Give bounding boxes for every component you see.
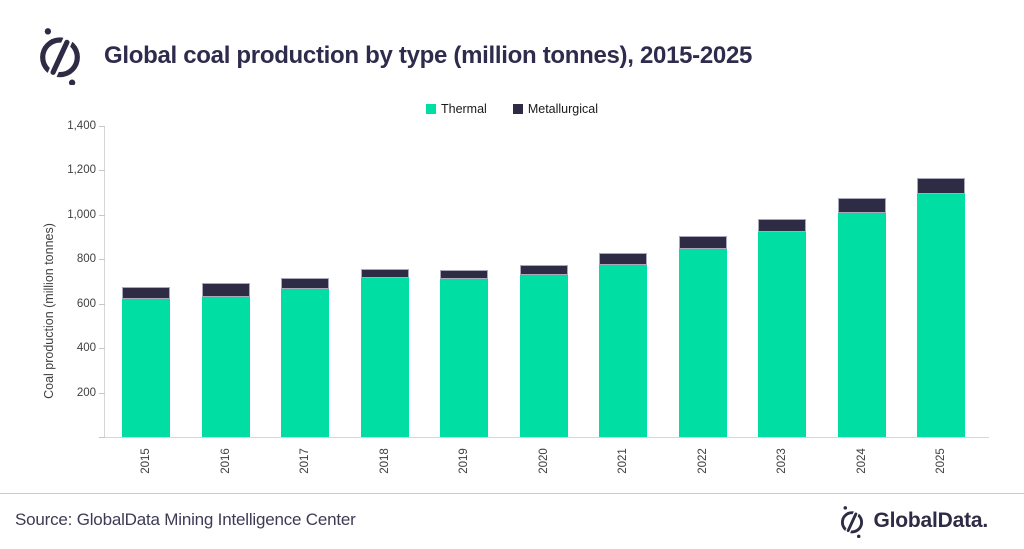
y-axis-tick	[99, 437, 105, 438]
x-axis-label-2015: 2015	[140, 447, 152, 474]
y-axis-tick-label: 600	[76, 297, 96, 310]
bar-segment-metallurgical-2015	[122, 287, 170, 299]
y-axis-tick-label: 1,200	[67, 164, 96, 177]
y-axis-tick	[99, 348, 105, 350]
bar-segment-thermal-2024	[837, 213, 886, 437]
bar-segment-metallurgical-2019	[440, 270, 488, 279]
bar-segment-metallurgical-2025	[917, 178, 965, 194]
y-axis-tick-label: 200	[76, 386, 96, 399]
bar-segment-thermal-2022	[678, 249, 727, 437]
x-axis-label-2022: 2022	[696, 447, 709, 474]
y-axis-tick-label: 400	[76, 342, 96, 355]
bar-segment-thermal-2019	[440, 279, 488, 437]
bar-segment-thermal-2016	[201, 297, 250, 437]
bar-segment-metallurgical-2023	[758, 219, 806, 232]
bar-segment-thermal-2018	[360, 278, 409, 437]
chart-plot-area: Coal production (million tonnes) 1,400 1,…	[42, 120, 989, 473]
x-axis-label-2021: 2021	[617, 447, 629, 474]
chart-legend: Thermal Metallurgical	[0, 100, 1024, 118]
globaldata-logo-icon	[40, 28, 80, 85]
legend-label: Metallurgical	[527, 102, 598, 116]
legend-swatch-metallurgical	[512, 104, 523, 114]
footer-divider	[0, 493, 1024, 494]
y-axis-tick	[99, 392, 105, 394]
bar-segment-metallurgical-2018	[360, 269, 409, 278]
x-axis-label-2024: 2024	[855, 447, 868, 474]
bar-segment-thermal-2021	[599, 265, 647, 437]
bar-segment-thermal-2023	[758, 232, 806, 437]
y-axis-tick-label: 1,000	[67, 208, 96, 221]
y-axis-tick	[99, 214, 105, 216]
x-axis-label-2025: 2025	[935, 447, 947, 474]
y-axis-tick	[99, 303, 105, 305]
bar-segment-metallurgical-2022	[678, 236, 727, 249]
globaldata-logo-icon-small	[840, 506, 863, 538]
y-axis-title: Coal production (million tonnes)	[42, 223, 56, 399]
footer-brand: GlobalData.	[836, 502, 989, 540]
y-axis-tick-label: 1,400	[67, 120, 96, 132]
bar-segment-metallurgical-2016	[201, 283, 250, 297]
y-axis-tick	[99, 170, 105, 172]
bar-segment-metallurgical-2017	[281, 278, 329, 289]
page-title: Global coal production by type (million …	[104, 42, 753, 69]
x-axis-label-2020: 2020	[537, 447, 550, 474]
legend-item-metallurgical: Metallurgical	[512, 102, 598, 116]
bar-segment-thermal-2017	[281, 289, 329, 437]
source-attribution: Source: GlobalData Mining Intelligence C…	[15, 510, 356, 529]
x-axis-label-2016: 2016	[219, 447, 232, 474]
x-axis-label-2017: 2017	[299, 447, 311, 474]
bar-segment-metallurgical-2021	[599, 253, 647, 265]
x-axis-label-2019: 2019	[458, 447, 470, 474]
legend-item-thermal: Thermal	[425, 102, 487, 116]
legend-swatch-thermal	[425, 104, 436, 114]
bar-segment-thermal-2020	[519, 275, 568, 437]
y-axis-tick	[99, 259, 105, 261]
x-axis-label-2023: 2023	[776, 447, 788, 474]
y-axis-tick-label: 800	[76, 253, 96, 266]
bar-segment-thermal-2015	[122, 299, 170, 437]
legend-label: Thermal	[440, 102, 487, 116]
y-axis-tick	[99, 126, 105, 127]
bar-segment-metallurgical-2020	[519, 265, 568, 275]
brand-wordmark: GlobalData.	[873, 509, 989, 532]
bar-segment-metallurgical-2024	[837, 198, 886, 213]
bar-segment-thermal-2025	[917, 194, 965, 437]
x-axis-label-2018: 2018	[378, 447, 391, 474]
